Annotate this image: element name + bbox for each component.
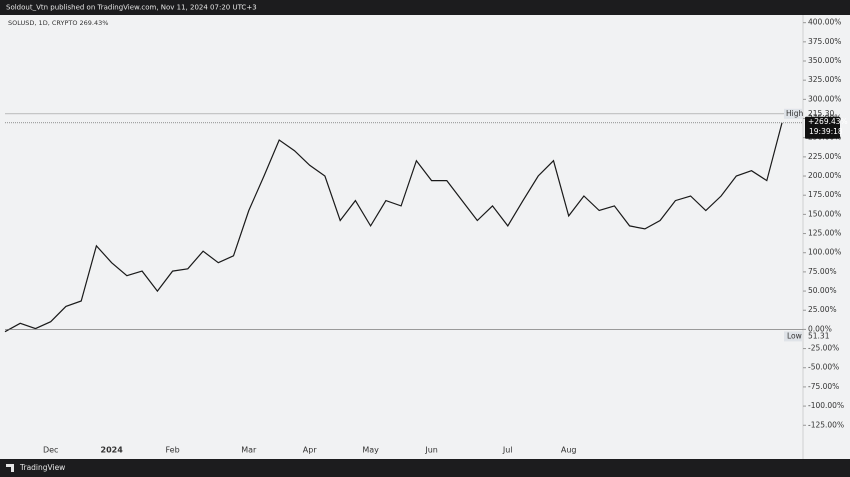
x-tick-label: Dec	[43, 446, 58, 455]
price-line	[4, 122, 783, 333]
footer-logo: TradingView	[19, 463, 65, 472]
low-price: 51.31	[808, 331, 830, 340]
footer-icon	[6, 464, 14, 472]
x-tick-label: Mar	[241, 446, 257, 455]
plot-background	[0, 15, 850, 459]
y-tick-label: -50.00%	[808, 363, 839, 372]
y-tick-label: 75.00%	[808, 267, 837, 276]
low-label: Low	[787, 331, 802, 340]
header-bar	[0, 0, 850, 15]
last-tag	[805, 116, 840, 139]
footer-bar	[0, 459, 850, 477]
low-tag	[784, 331, 802, 342]
y-tick-label: 200.00%	[808, 171, 841, 180]
y-tick-label: 25.00%	[808, 305, 837, 314]
y-tick-label: -100.00%	[808, 401, 844, 410]
y-tick-label: 150.00%	[808, 209, 841, 218]
y-tick-label: 0.00%	[808, 324, 832, 333]
y-tick-label: 300.00%	[808, 94, 841, 103]
high-label: High	[786, 109, 803, 118]
high-tag	[784, 108, 802, 119]
x-tick-label: Jul	[502, 446, 513, 455]
y-tick-label: -125.00%	[808, 420, 844, 429]
chart-title: SOLUSD, 1D, CRYPTO 269.43%	[8, 19, 108, 27]
x-tick-label: Jun	[424, 446, 438, 455]
y-tick-label: 225.00%	[808, 152, 841, 161]
y-tick-label: -75.00%	[808, 382, 839, 391]
y-tick-label: 125.00%	[808, 229, 841, 238]
x-tick-label: Apr	[303, 446, 318, 455]
x-tick-label: Feb	[166, 446, 180, 455]
header-text: Soldout_Vtn published on TradingView.com…	[6, 4, 257, 12]
y-tick-label: 325.00%	[808, 75, 841, 84]
high-price: 215.30	[808, 109, 834, 118]
y-tick-label: 100.00%	[808, 248, 841, 257]
y-tick-label: 400.00%	[808, 18, 841, 27]
y-tick-label: 175.00%	[808, 190, 841, 199]
last-label: +269.43%	[808, 117, 848, 126]
y-tick-label: 375.00%	[808, 37, 841, 46]
x-tick-label: 2024	[101, 446, 124, 455]
x-tick-label: May	[362, 446, 379, 455]
countdown: 19:39:18	[809, 127, 843, 136]
y-tick-label: -25.00%	[808, 344, 839, 353]
y-tick-label: 350.00%	[808, 56, 841, 65]
x-tick-label: Aug	[561, 446, 577, 455]
y-tick-label: 50.00%	[808, 286, 837, 295]
